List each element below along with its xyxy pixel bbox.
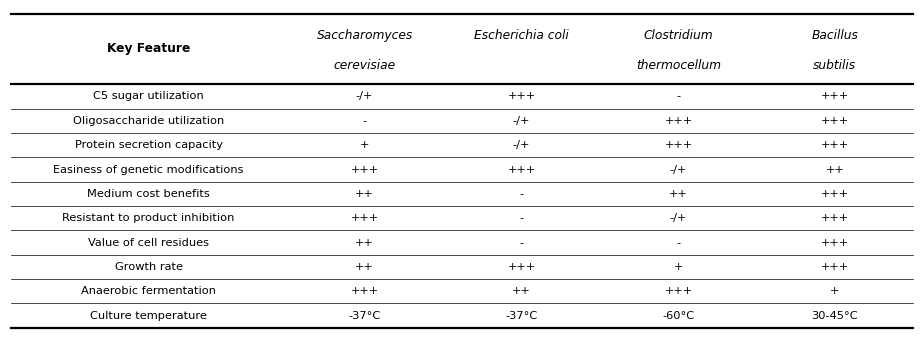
Text: ++: ++ bbox=[512, 286, 531, 296]
Text: Bacillus: Bacillus bbox=[811, 29, 858, 42]
Text: -: - bbox=[519, 213, 524, 223]
Text: +++: +++ bbox=[507, 165, 536, 174]
Text: ++: ++ bbox=[355, 238, 374, 248]
Text: ++: ++ bbox=[355, 262, 374, 272]
Text: -/+: -/+ bbox=[513, 116, 530, 126]
Text: +++: +++ bbox=[821, 140, 849, 150]
Text: Protein secretion capacity: Protein secretion capacity bbox=[75, 140, 223, 150]
Text: Escherichia coli: Escherichia coli bbox=[474, 29, 569, 42]
Text: +++: +++ bbox=[821, 238, 849, 248]
Text: Oligosaccharide utilization: Oligosaccharide utilization bbox=[73, 116, 225, 126]
Text: cerevisiae: cerevisiae bbox=[334, 58, 395, 72]
Text: +: + bbox=[831, 286, 840, 296]
Text: Culture temperature: Culture temperature bbox=[91, 311, 207, 321]
Text: Saccharomyces: Saccharomyces bbox=[317, 29, 413, 42]
Text: Key Feature: Key Feature bbox=[107, 42, 190, 55]
Text: -: - bbox=[519, 189, 524, 199]
Text: +++: +++ bbox=[821, 116, 849, 126]
Text: -/+: -/+ bbox=[670, 213, 687, 223]
Text: -60°C: -60°C bbox=[663, 311, 695, 321]
Text: Medium cost benefits: Medium cost benefits bbox=[87, 189, 210, 199]
Text: +++: +++ bbox=[507, 91, 536, 101]
Text: thermocellum: thermocellum bbox=[636, 58, 721, 72]
Text: +++: +++ bbox=[664, 286, 692, 296]
Text: Easiness of genetic modifications: Easiness of genetic modifications bbox=[54, 165, 244, 174]
Text: Growth rate: Growth rate bbox=[115, 262, 183, 272]
Text: +++: +++ bbox=[821, 189, 849, 199]
Text: -/+: -/+ bbox=[670, 165, 687, 174]
Text: subtilis: subtilis bbox=[813, 58, 857, 72]
Text: +++: +++ bbox=[507, 262, 536, 272]
Text: Clostridium: Clostridium bbox=[644, 29, 713, 42]
Text: +++: +++ bbox=[350, 286, 379, 296]
Text: +: + bbox=[360, 140, 370, 150]
Text: Anaerobic fermentation: Anaerobic fermentation bbox=[81, 286, 216, 296]
Text: +: + bbox=[674, 262, 683, 272]
Text: -37°C: -37°C bbox=[348, 311, 381, 321]
Text: ++: ++ bbox=[825, 165, 845, 174]
Text: C5 sugar utilization: C5 sugar utilization bbox=[93, 91, 204, 101]
Text: Value of cell residues: Value of cell residues bbox=[88, 238, 209, 248]
Text: -/+: -/+ bbox=[513, 140, 530, 150]
Text: Resistant to product inhibition: Resistant to product inhibition bbox=[63, 213, 235, 223]
Text: -: - bbox=[676, 238, 680, 248]
Text: +++: +++ bbox=[350, 213, 379, 223]
Text: ++: ++ bbox=[355, 189, 374, 199]
Text: 30-45°C: 30-45°C bbox=[811, 311, 858, 321]
Text: -: - bbox=[676, 91, 680, 101]
Text: +++: +++ bbox=[664, 140, 692, 150]
Text: ++: ++ bbox=[669, 189, 687, 199]
Text: +++: +++ bbox=[821, 91, 849, 101]
Text: +++: +++ bbox=[821, 213, 849, 223]
Text: -: - bbox=[519, 238, 524, 248]
Text: +++: +++ bbox=[821, 262, 849, 272]
Text: +++: +++ bbox=[350, 165, 379, 174]
Text: -/+: -/+ bbox=[356, 91, 373, 101]
Text: -: - bbox=[362, 116, 367, 126]
Text: +++: +++ bbox=[664, 116, 692, 126]
Text: -37°C: -37°C bbox=[505, 311, 538, 321]
